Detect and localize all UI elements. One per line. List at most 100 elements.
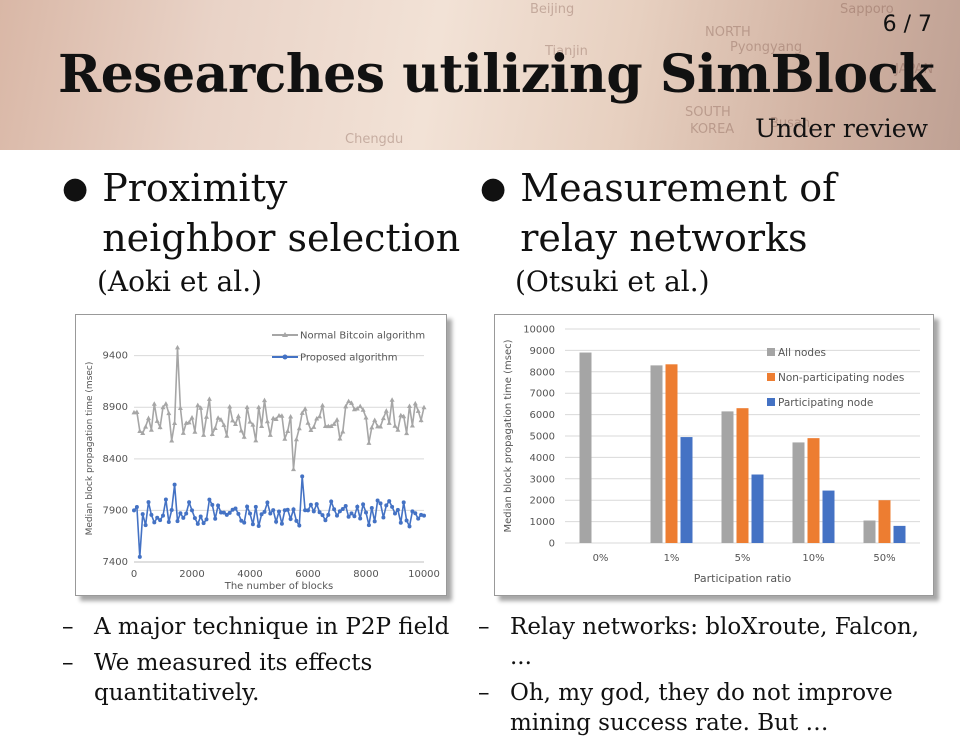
data-point (204, 414, 209, 419)
data-point (250, 422, 256, 427)
data-point (282, 436, 288, 441)
data-point (384, 503, 389, 508)
data-point (401, 500, 406, 505)
data-point (308, 427, 314, 432)
data-point (195, 521, 200, 526)
data-point (184, 511, 189, 516)
data-point (189, 415, 195, 420)
data-point (320, 513, 325, 518)
data-point (369, 505, 374, 510)
data-point (224, 433, 230, 438)
data-point (343, 403, 349, 409)
y-tick-label: 5000 (530, 432, 555, 443)
series-line (133, 476, 425, 557)
data-point (302, 406, 308, 411)
data-point (134, 409, 140, 414)
data-point (163, 401, 169, 406)
data-point (383, 408, 389, 413)
data-point (140, 512, 145, 517)
data-point (412, 400, 418, 406)
y-axis-label: Median block propagation time (msec) (85, 362, 95, 536)
x-tick-label: 10000 (408, 569, 440, 580)
data-point (361, 502, 366, 507)
data-point (308, 502, 313, 507)
data-point (221, 422, 227, 427)
data-point (175, 344, 180, 350)
data-point (143, 523, 148, 528)
data-point (175, 519, 180, 524)
right-point: – Relay networks: bloXroute, Falcon, ... (478, 614, 920, 670)
data-point (270, 415, 276, 421)
data-point (340, 506, 345, 511)
data-point (259, 512, 264, 517)
right-heading: Measurement of relay networks (520, 163, 836, 263)
data-point (209, 431, 215, 437)
data-point (238, 428, 244, 433)
data-point (180, 430, 186, 435)
data-point (192, 429, 198, 434)
map-label: Beijing (530, 2, 575, 17)
bar (650, 365, 663, 543)
data-point (317, 510, 322, 515)
data-point (409, 422, 415, 428)
review-status: Under review (755, 114, 928, 143)
data-point (137, 428, 143, 434)
data-point (380, 415, 386, 421)
right-points: – Relay networks: bloXroute, Falcon, ... … (478, 612, 948, 744)
series-normal (131, 344, 427, 472)
data-point (187, 500, 192, 505)
left-authors: (Aoki et al.) (97, 265, 263, 298)
dash-icon: – (478, 680, 490, 706)
y-axis-label: Median block propagation time (msec) (503, 339, 514, 532)
data-point (236, 511, 241, 516)
data-point (354, 406, 360, 411)
data-point (372, 519, 377, 524)
legend-label: Participating node (778, 397, 873, 409)
data-point (206, 396, 212, 401)
dash-icon: – (62, 650, 74, 676)
y-tick-label: 9000 (530, 346, 555, 357)
right-authors: (Otsuki et al.) (515, 265, 710, 298)
y-tick-label: 6000 (530, 410, 555, 421)
data-point (154, 418, 160, 423)
data-point (421, 404, 427, 410)
data-point (363, 415, 369, 420)
data-point (166, 519, 171, 524)
data-point (346, 514, 351, 519)
data-point (178, 511, 183, 516)
bullet-dot-icon: ● (62, 171, 89, 206)
series-line (133, 347, 425, 470)
data-point (355, 504, 360, 509)
legend: All nodes Non-participating nodes Particip… (767, 347, 904, 409)
data-point (212, 425, 218, 430)
data-point (161, 513, 165, 518)
data-point (279, 521, 284, 526)
data-point (169, 507, 174, 512)
page-counter: 6 / 7 (882, 12, 932, 37)
bar (721, 411, 734, 543)
left-heading-line1: Proximity (102, 166, 288, 210)
data-point (233, 506, 238, 511)
bullet-dot-icon: ● (480, 171, 507, 206)
data-point (163, 497, 168, 502)
data-point (207, 497, 212, 502)
data-point (335, 513, 339, 518)
data-point (329, 499, 334, 504)
data-point (346, 398, 352, 404)
data-point (387, 499, 392, 504)
data-point (140, 430, 146, 435)
legend-swatch (767, 348, 775, 356)
data-point (247, 419, 253, 424)
data-point (337, 509, 342, 514)
data-point (372, 417, 378, 422)
data-point (204, 517, 209, 522)
data-point (157, 424, 163, 430)
data-point (375, 498, 380, 503)
map-label: NORTH (705, 25, 751, 40)
data-point (297, 523, 302, 528)
data-point (311, 424, 317, 429)
data-point (146, 500, 151, 505)
x-tick-label: 1% (664, 553, 680, 564)
data-point (132, 508, 136, 513)
data-point (294, 518, 299, 523)
